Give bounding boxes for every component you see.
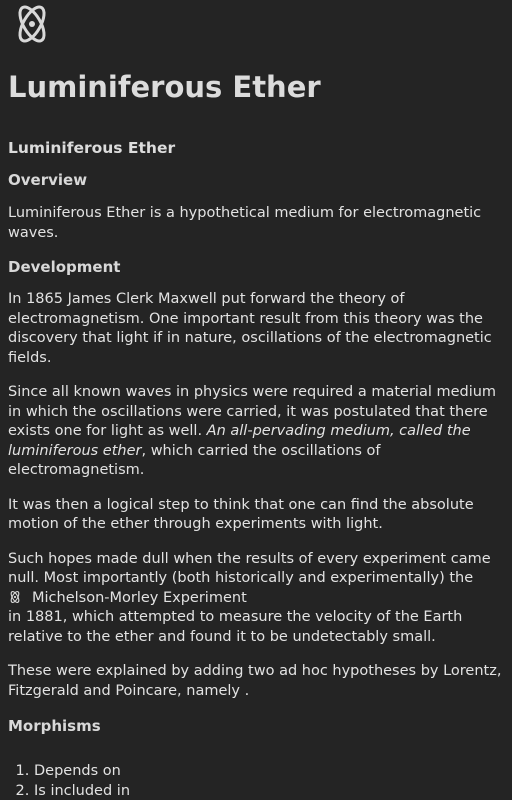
development-heading: Development: [8, 258, 121, 276]
atom-icon: [10, 590, 20, 603]
paragraph-2-end: , which carried the oscillations of elec…: [8, 442, 381, 479]
article: Luminiferous Ether Overview Luminiferous…: [8, 136, 504, 800]
development-paragraph-5: These were explained by adding two ad ho…: [8, 663, 502, 699]
page-title: Luminiferous Ether: [8, 70, 321, 104]
development-paragraph-2: Since all known waves in physics were re…: [8, 383, 504, 481]
paragraph-4-start: Such hopes made dull when the results of…: [8, 550, 491, 587]
michelson-morley-label: Michelson-Morley Experiment: [32, 589, 247, 606]
list-item[interactable]: Is included in: [34, 782, 504, 800]
michelson-morley-link[interactable]: Michelson-Morley Experiment: [8, 589, 504, 609]
morphisms-heading: Morphisms: [8, 717, 101, 735]
development-paragraph-4: Such hopes made dull when the results of…: [8, 550, 504, 648]
development-paragraph-3: It was then a logical step to think that…: [8, 496, 474, 533]
overview-heading: Overview: [8, 171, 88, 189]
list-item[interactable]: Depends on: [34, 762, 504, 782]
development-paragraph-1: In 1865 James Clerk Maxwell put forward …: [8, 291, 492, 366]
atom-icon: [18, 5, 46, 43]
paragraph-2-text: Since all known waves in physics were re…: [8, 384, 497, 439]
paragraph-4-end: in 1881, which attempted to measure the …: [8, 609, 463, 645]
morphisms-list: Depends on Is included in Refined by: [8, 762, 504, 800]
ether-definition: An all-pervading medium, called the lumi…: [8, 423, 471, 459]
article-title: Luminiferous Ether: [8, 139, 176, 157]
overview-text: Luminiferous Ether is a hypothetical med…: [8, 205, 482, 241]
